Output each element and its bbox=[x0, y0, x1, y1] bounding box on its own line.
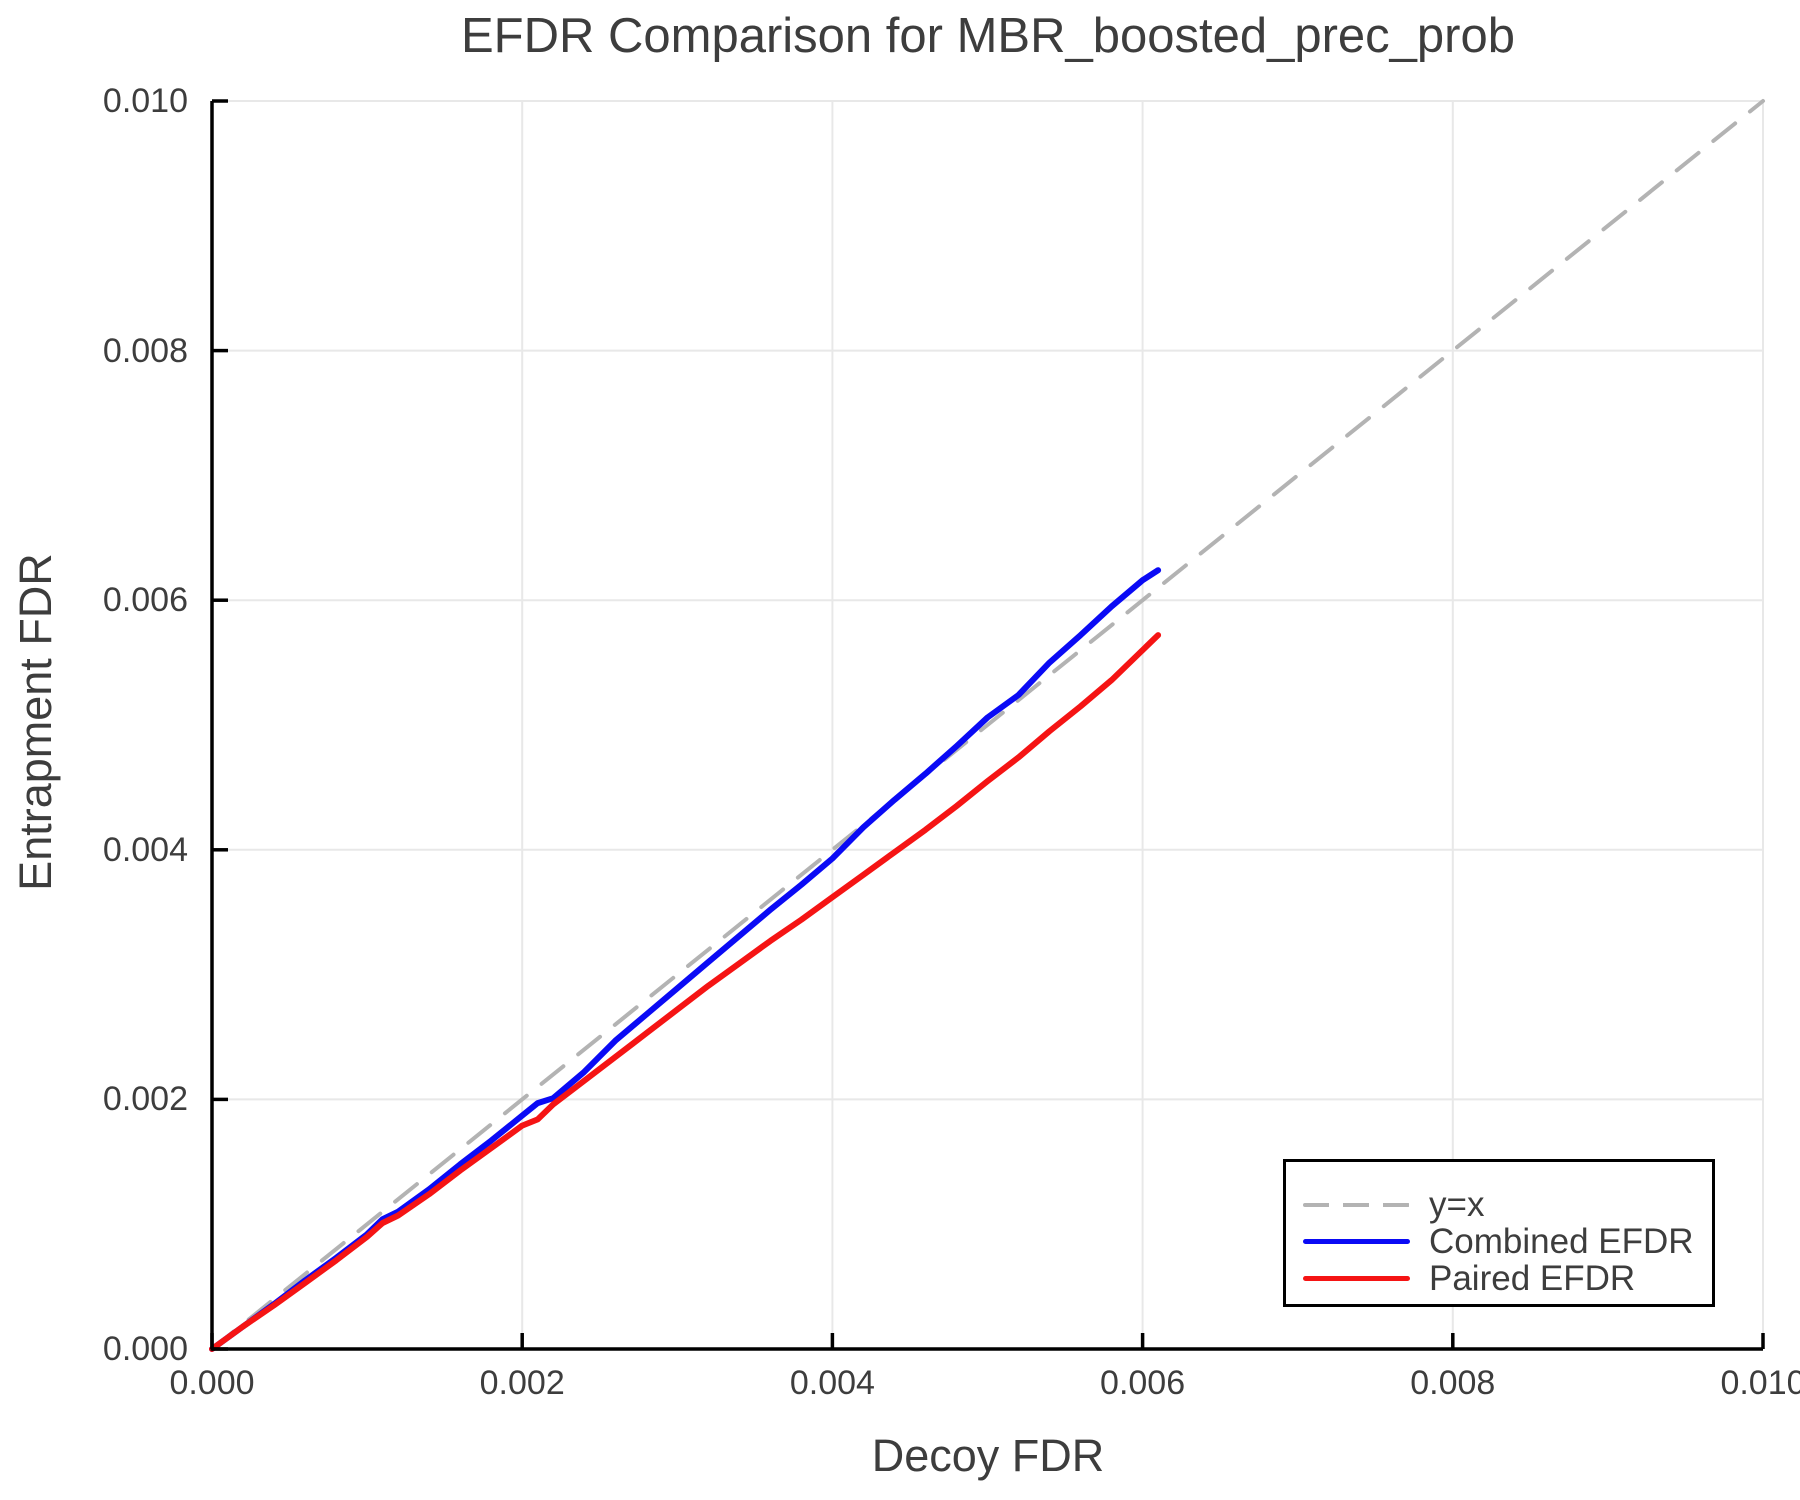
legend-label-combined: Combined EFDR bbox=[1429, 1221, 1694, 1261]
legend-box: y=x Combined EFDR Paired EFDR bbox=[1283, 1159, 1715, 1307]
series-line-paired-efdr bbox=[209, 632, 1162, 1352]
x-tick-label: 0.006 bbox=[1100, 1364, 1186, 1402]
paired-efdr-line-sample bbox=[1303, 1276, 1410, 1281]
y-tick-label: 0.000 bbox=[102, 1330, 188, 1368]
y-tick-label: 0.002 bbox=[102, 1080, 188, 1119]
series-line-y-x bbox=[210, 99, 1765, 1351]
legend-label-yx: y=x bbox=[1429, 1184, 1485, 1224]
x-tick-label: 0.010 bbox=[1720, 1364, 1800, 1402]
x-tick-label: 0.004 bbox=[789, 1364, 875, 1402]
y-tick-label: 0.008 bbox=[102, 331, 188, 370]
combined-efdr-line-sample bbox=[1303, 1239, 1410, 1244]
y-tick-label: 0.010 bbox=[102, 82, 188, 120]
x-tick-label: 0.008 bbox=[1410, 1364, 1496, 1402]
x-tick-label: 0.000 bbox=[169, 1364, 255, 1402]
legend-row-yx: y=x bbox=[1286, 1184, 1712, 1224]
legend-row-combined: Combined EFDR bbox=[1286, 1221, 1712, 1261]
x-axis-label: Decoy FDR bbox=[871, 1430, 1105, 1481]
x-tick-label: 0.002 bbox=[479, 1364, 565, 1402]
chart-title: EFDR Comparison for MBR_boosted_prec_pro… bbox=[461, 9, 1515, 63]
y-tick-label: 0.006 bbox=[102, 581, 188, 620]
series-line-combined-efdr bbox=[209, 567, 1162, 1352]
dashed-line-sample bbox=[1303, 1202, 1410, 1207]
legend-label-paired: Paired EFDR bbox=[1429, 1258, 1636, 1298]
legend-row-paired: Paired EFDR bbox=[1286, 1258, 1712, 1298]
y-tick-label: 0.004 bbox=[102, 830, 188, 869]
